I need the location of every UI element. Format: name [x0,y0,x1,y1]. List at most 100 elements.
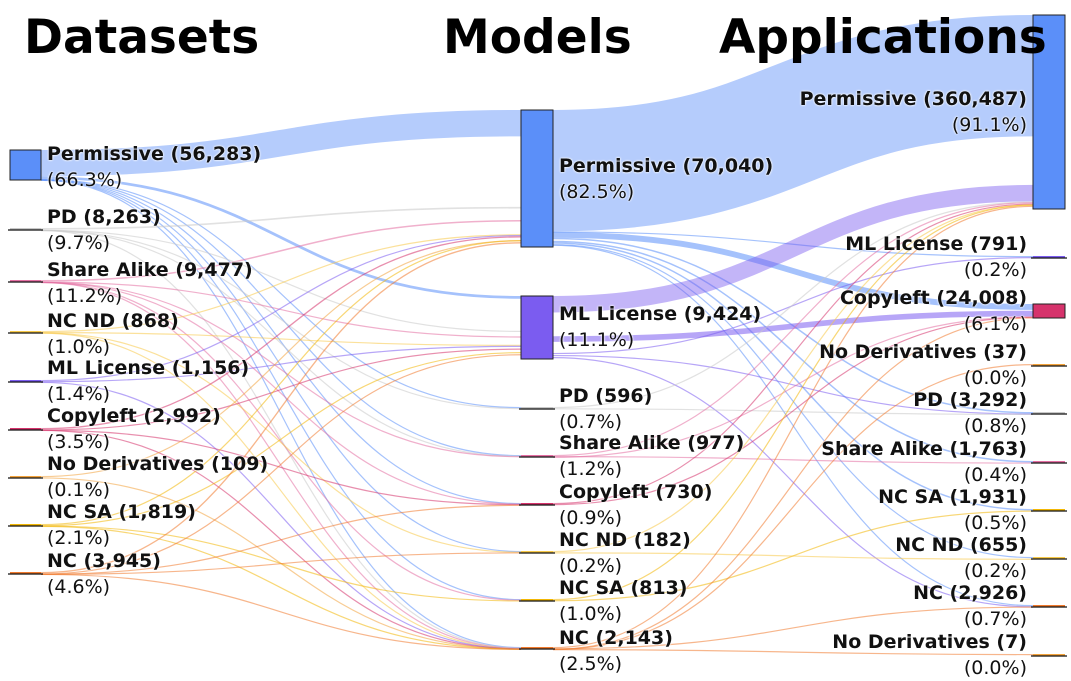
applications-node-label: NC ND (655) (0.2%) [895,532,1027,584]
node-a-copyleft[interactable] [1032,303,1066,319]
applications-node-label: No Derivatives (7) (0.0%) [832,629,1027,681]
node-a-no-derivatives[interactable] [1033,654,1065,656]
node-m-pd[interactable] [521,407,553,409]
node-m-copyleft[interactable] [521,503,553,505]
node-d-share-alike[interactable] [10,280,41,282]
node-name: ML License (1,156) [47,357,250,379]
node-a-nc-nd[interactable] [1033,557,1065,559]
node-a-pd[interactable] [1033,412,1065,414]
node-percent: (1.4%) [47,383,111,405]
node-name: NC SA (1,931) [878,486,1027,508]
models-node-label: ML License (9,424) (11.1%) [559,301,761,353]
node-a-share-alike[interactable] [1033,461,1065,463]
node-name: NC (2,143) [559,627,673,649]
datasets-node-label: NC SA (1,819) (2.1%) [47,499,196,551]
node-name: Share Alike (1,763) [821,438,1027,460]
node-percent: (0.7%) [559,411,623,433]
models-node-label: NC ND (182) (0.2%) [559,527,691,579]
node-a-nc-sa[interactable] [1033,509,1065,511]
flow-link [40,525,522,650]
node-m-nc-nd[interactable] [521,551,553,553]
node-m-share-alike[interactable] [521,455,553,457]
node-m-permissive[interactable] [520,109,554,248]
node-d-pd[interactable] [10,228,41,230]
node-name: Copyleft (730) [559,481,713,503]
flow-link [552,202,1034,457]
node-m-nc[interactable] [521,647,553,649]
flow-link [40,348,522,431]
node-percent: (9.7%) [47,232,111,254]
applications-node-label: NC SA (1,931) (0.5%) [878,484,1027,536]
node-percent: (2.5%) [559,653,623,675]
applications-node-label: No Derivatives (37) (0.0%) [819,339,1027,391]
node-percent: (2.1%) [47,527,111,549]
node-percent: (66.3%) [47,169,123,191]
node-percent: (0.7%) [963,608,1027,630]
node-name: PD (8,263) [47,206,161,228]
node-name: NC (2,926) [913,582,1027,604]
node-percent: (0.2%) [963,259,1027,281]
node-name: No Derivatives (109) [47,453,269,475]
node-name: NC SA (1,819) [47,501,196,523]
flow-link [552,231,1034,310]
node-percent: (91.1%) [951,114,1027,136]
node-d-nc[interactable] [10,572,41,574]
node-a-permissive[interactable] [1032,14,1066,210]
flow-link [40,179,522,457]
flow-link [40,429,522,506]
node-a-nc[interactable] [1033,605,1065,607]
applications-node-label: PD (3,292) (0.8%) [913,387,1027,439]
node-name: ML License (9,424) [559,303,762,325]
node-d-nc-nd[interactable] [10,331,41,333]
flow-link [552,244,1034,607]
node-percent: (4.6%) [47,576,111,598]
flow-link [40,504,522,575]
flow-link [40,242,522,574]
node-d-copyleft[interactable] [10,428,41,430]
flow-link [552,184,1034,313]
node-percent: (0.5%) [963,512,1027,534]
node-m-ml-license[interactable] [520,295,554,360]
flow-link [552,14,1034,232]
node-name: No Derivatives (7) [832,631,1027,653]
node-d-ml-license[interactable] [10,380,41,382]
node-percent: (0.9%) [559,507,623,529]
node-name: No Derivatives (37) [819,341,1027,363]
applications-column-title: Applications [719,10,1047,65]
node-a-ml-license[interactable] [1033,256,1065,258]
flow-link [552,240,1034,463]
flow-link [552,244,1034,559]
node-name: NC ND (868) [47,310,179,332]
node-name: PD (596) [559,385,653,407]
flow-link [552,231,1034,258]
flow-link [552,648,1034,656]
sankey-links [40,14,1034,656]
flow-link [40,179,522,553]
applications-node-label: Permissive (360,487) (91.1%) [800,86,1027,138]
node-name: Copyleft (24,008) [839,287,1027,309]
node-percent: (0.2%) [963,560,1027,582]
node-name: Permissive (56,283) [47,143,262,165]
flow-link [40,176,522,299]
flow-link [40,179,522,505]
flow-link [40,240,522,526]
models-node-label: Copyleft (730) (0.9%) [559,479,712,531]
node-a-no-derivatives[interactable] [1033,364,1065,366]
node-name: Share Alike (9,477) [47,259,253,281]
flow-link [40,345,522,383]
applications-node-label: Share Alike (1,763) (0.4%) [821,436,1027,488]
flow-link [552,242,1034,511]
node-percent: (11.1%) [559,329,635,351]
node-d-no-derivatives[interactable] [10,476,41,478]
node-m-nc-sa[interactable] [521,599,553,601]
node-name: NC SA (813) [559,577,688,599]
flow-link [552,356,1034,608]
node-name: NC (3,945) [47,550,161,572]
flow-link [40,354,522,575]
flow-link [40,179,522,409]
node-d-permissive[interactable] [9,149,42,181]
node-percent: (1.0%) [559,603,623,625]
node-d-nc-sa[interactable] [10,524,41,526]
flow-link [40,331,522,346]
